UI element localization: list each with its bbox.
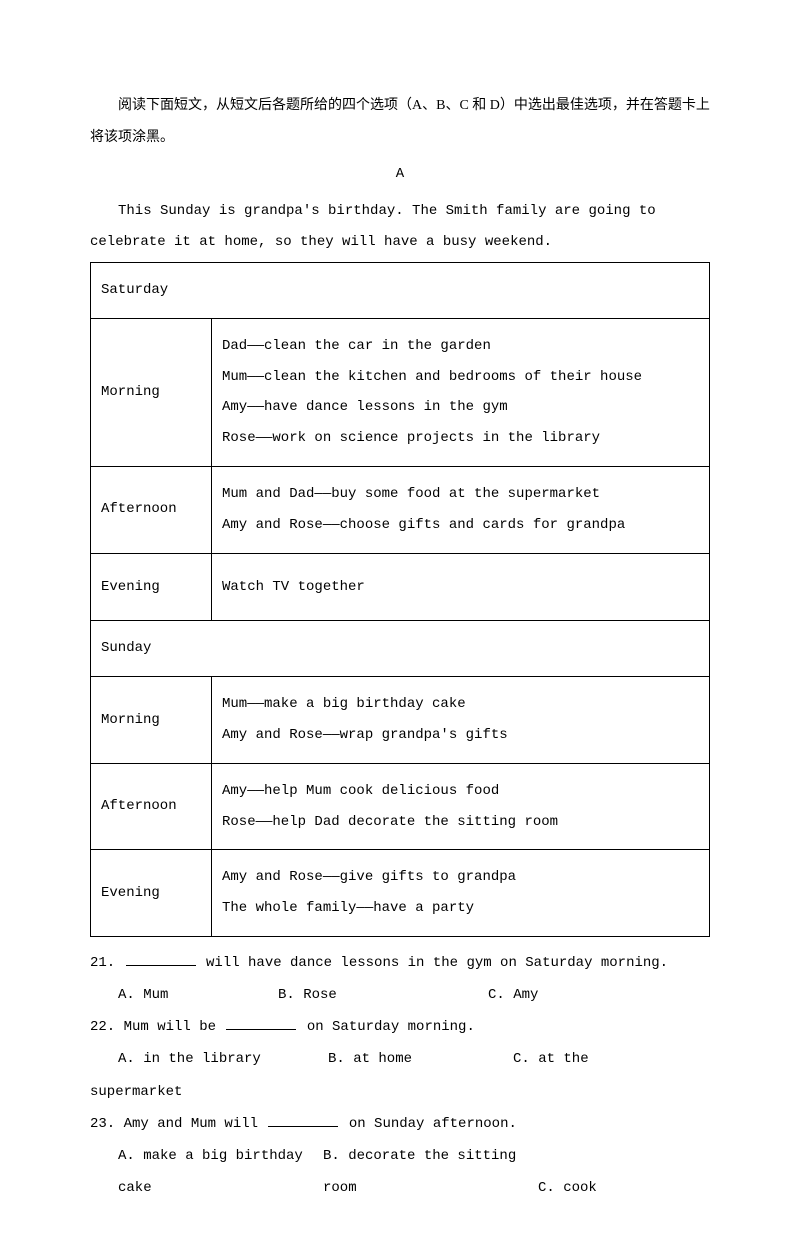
activity-cell: Amy and Rose——give gifts to grandpaThe w… <box>212 850 710 937</box>
table-row: EveningAmy and Rose——give gifts to grand… <box>91 850 710 937</box>
option-b: B. decorate the sitting room <box>323 1140 538 1204</box>
day-header: Saturday <box>91 262 710 318</box>
passage-text: This Sunday is grandpa's birthday. The S… <box>90 196 710 258</box>
activity-cell: Mum and Dad——buy some food at the superm… <box>212 466 710 553</box>
activity-line: Amy and Rose——choose gifts and cards for… <box>222 510 699 541</box>
table-row: MorningMum——make a big birthday cakeAmy … <box>91 677 710 764</box>
activity-line: Amy——help Mum cook delicious food <box>222 776 699 807</box>
time-cell: Afternoon <box>91 763 212 850</box>
options-line: A. make a big birthday cakeB. decorate t… <box>90 1140 710 1204</box>
time-cell: Morning <box>91 318 212 466</box>
option-c: C. Amy <box>488 979 538 1011</box>
activity-line: Mum and Dad——buy some food at the superm… <box>222 479 699 510</box>
activity-line: Amy and Rose——wrap grandpa's gifts <box>222 720 699 751</box>
table-row: Saturday <box>91 262 710 318</box>
blank-line <box>268 1113 338 1127</box>
table-row: MorningDad——clean the car in the gardenM… <box>91 318 710 466</box>
option-a: A. make a big birthday cake <box>118 1140 323 1204</box>
table-row: Afternoon Mum and Dad——buy some food at t… <box>91 466 710 553</box>
blank-line <box>126 952 196 966</box>
activity-cell: Mum——make a big birthday cakeAmy and Ros… <box>212 677 710 764</box>
table-row: AfternoonAmy——help Mum cook delicious fo… <box>91 763 710 850</box>
activity-line: Rose——help Dad decorate the sitting room <box>222 807 699 838</box>
activity-line: Mum——clean the kitchen and bedrooms of t… <box>222 362 699 393</box>
option-c: C. at the <box>513 1043 589 1075</box>
activity-line: Watch TV together <box>222 572 699 603</box>
time-cell: Afternoon <box>91 466 212 553</box>
option-c: C. cook <box>538 1172 597 1204</box>
activity-line: Amy——have dance lessons in the gym <box>222 392 699 423</box>
table-row: Evening Watch TV together <box>91 553 710 621</box>
schedule-table: SaturdayMorningDad——clean the car in the… <box>90 262 710 937</box>
blank-line <box>226 1017 296 1031</box>
activity-cell: Amy——help Mum cook delicious foodRose——h… <box>212 763 710 850</box>
section-letter: A <box>90 166 710 182</box>
option-a: A. in the library <box>118 1043 328 1075</box>
question-stem: 23. Amy and Mum will on Sunday afternoon… <box>90 1108 710 1140</box>
activity-line: Rose——work on science projects in the li… <box>222 423 699 454</box>
activity-cell: Dad——clean the car in the gardenMum——cle… <box>212 318 710 466</box>
activity-line: Dad——clean the car in the garden <box>222 331 699 362</box>
question-stem: 22. Mum will be on Saturday morning. <box>90 1011 710 1043</box>
activity-line: Mum——make a big birthday cake <box>222 689 699 720</box>
instructions-text: 阅读下面短文，从短文后各题所给的四个选项（A、B、C 和 D）中选出最佳选项，并… <box>90 90 710 154</box>
time-cell: Morning <box>91 677 212 764</box>
option-continuation: supermarket <box>90 1076 710 1108</box>
activity-line: Amy and Rose——give gifts to grandpa <box>222 862 699 893</box>
option-a: A. Mum <box>118 979 278 1011</box>
option-b: B. at home <box>328 1043 513 1075</box>
time-cell: Evening <box>91 553 212 621</box>
option-b: B. Rose <box>278 979 488 1011</box>
activity-cell: Watch TV together <box>212 553 710 621</box>
question-stem: 21. will have dance lessons in the gym o… <box>90 947 710 979</box>
page-container: 阅读下面短文，从短文后各题所给的四个选项（A、B、C 和 D）中选出最佳选项，并… <box>0 0 800 1244</box>
options-line: A. in the libraryB. at homeC. at the <box>90 1043 710 1075</box>
table-row: Sunday <box>91 621 710 677</box>
questions-block: 21. will have dance lessons in the gym o… <box>90 947 710 1205</box>
time-cell: Evening <box>91 850 212 937</box>
activity-line: The whole family——have a party <box>222 893 699 924</box>
options-line: A. MumB. RoseC. Amy <box>90 979 710 1011</box>
day-header: Sunday <box>91 621 710 677</box>
